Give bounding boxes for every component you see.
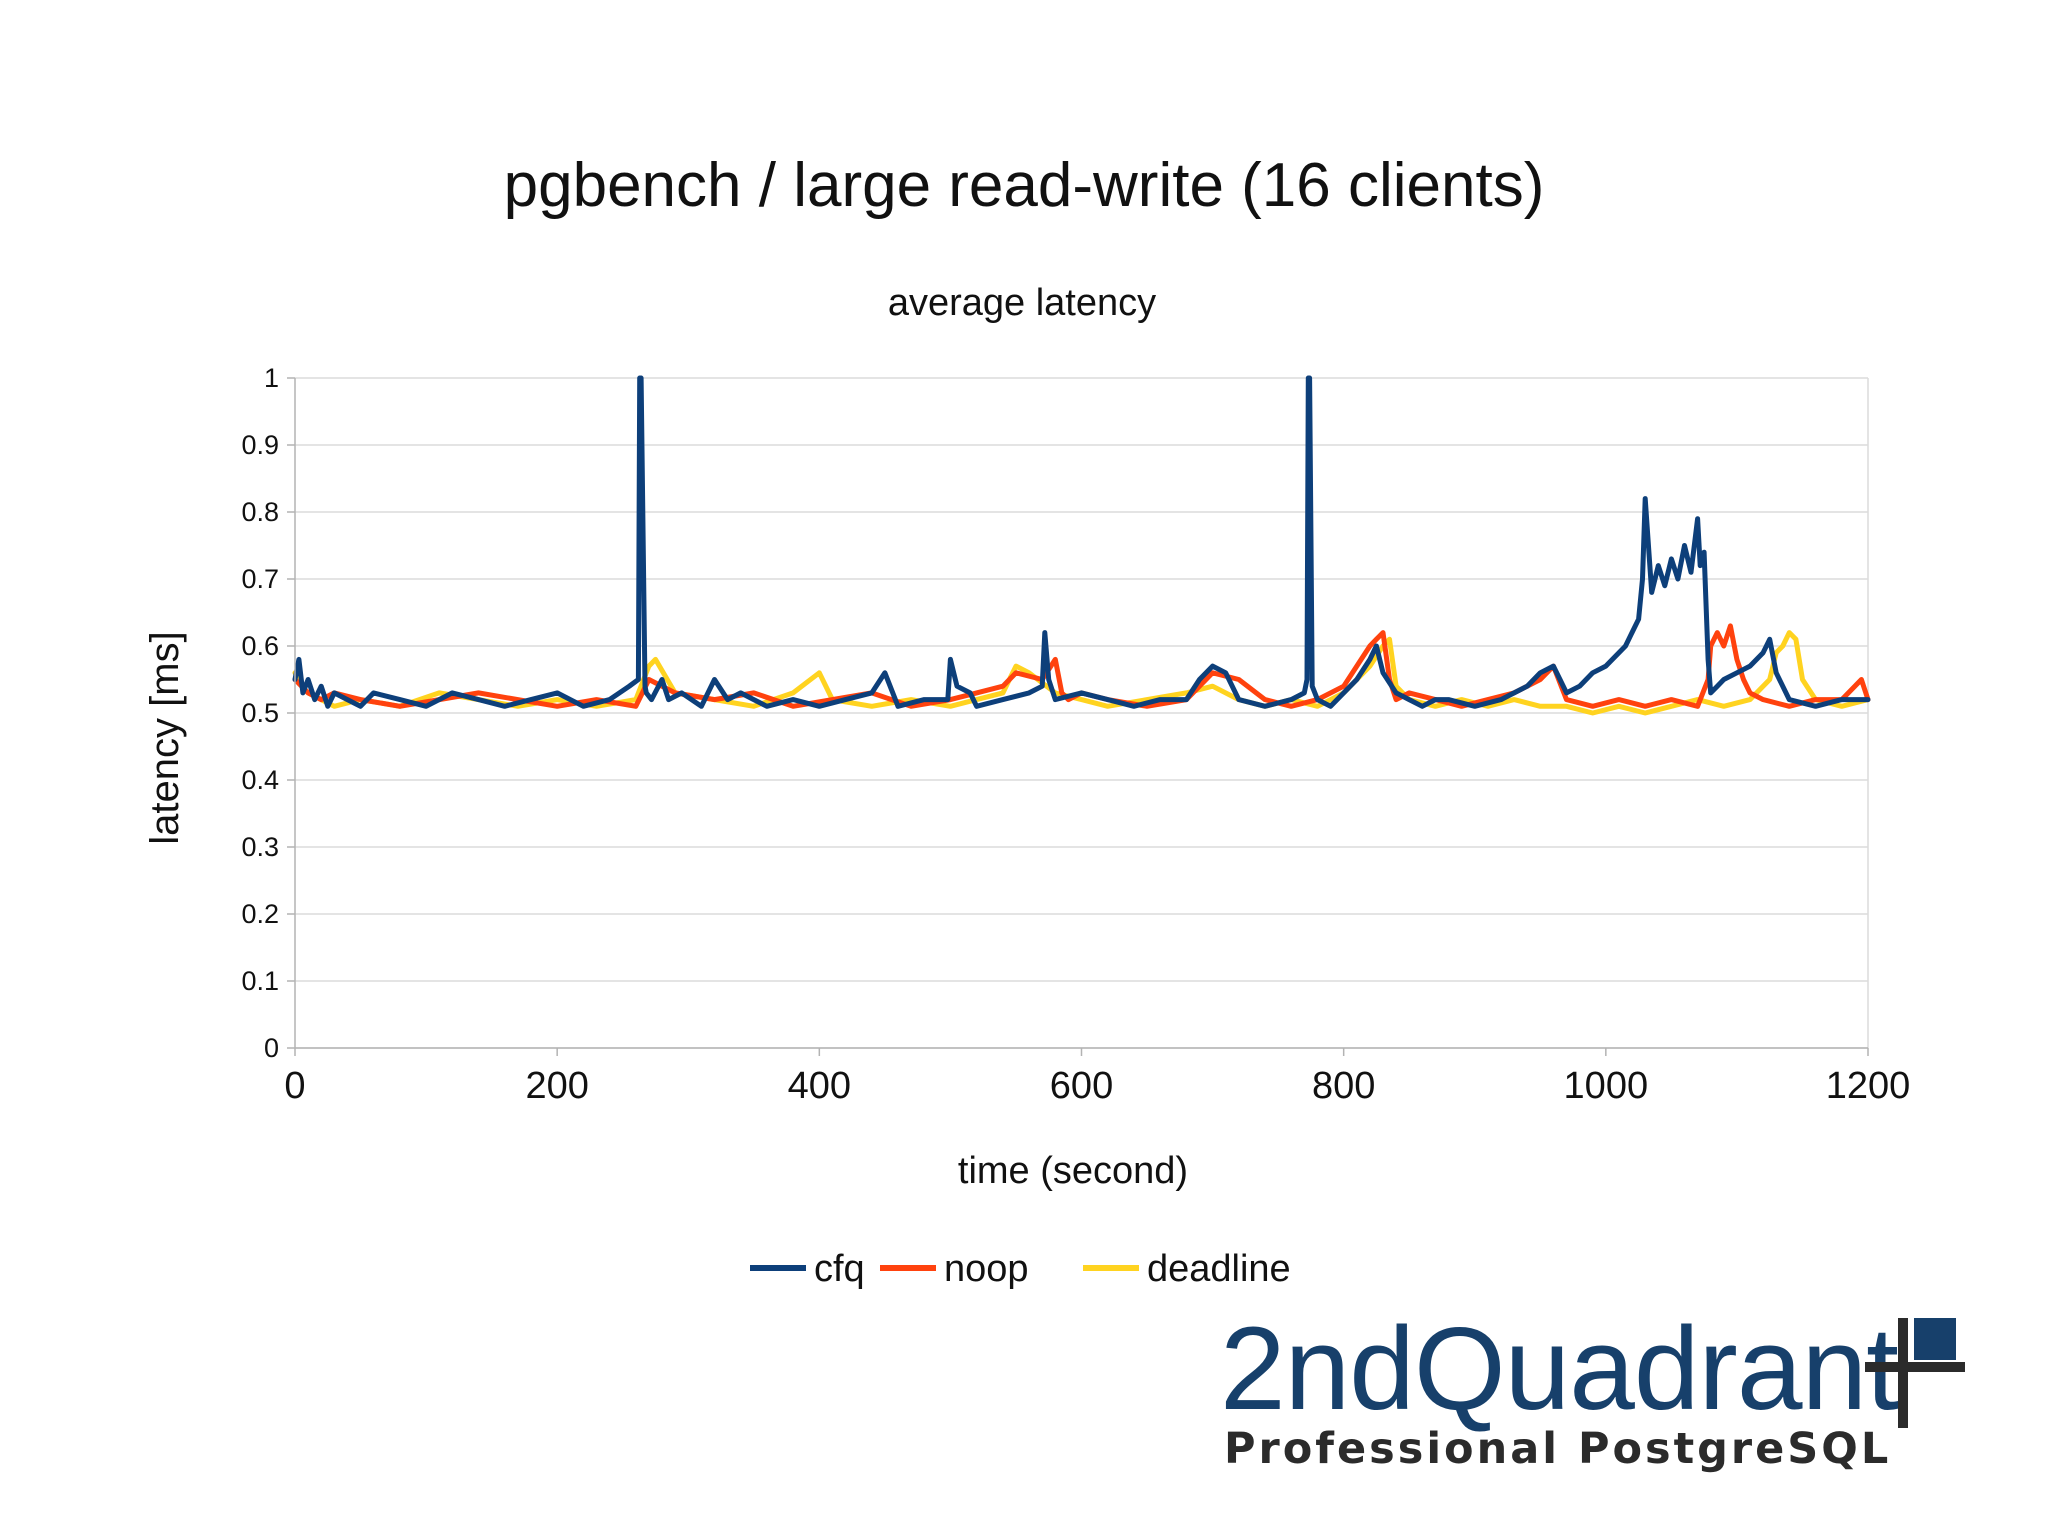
x-tick-label: 200 [525, 1065, 588, 1107]
x-tick-label: 600 [1050, 1065, 1113, 1107]
y-tick-label: 0.5 [241, 698, 279, 728]
x-tick-label: 400 [788, 1065, 851, 1107]
x-tick-label: 800 [1312, 1065, 1375, 1107]
chart-subtitle: average latency [888, 282, 1156, 324]
series-layer [292, 375, 1871, 716]
logo-cross-icon [1865, 1318, 1965, 1428]
y-axis-label: latency [ms] [143, 631, 187, 844]
legend: cfq noop deadline [750, 1248, 1291, 1290]
axes: 0 0.1 0.2 0.3 0.4 0.5 0.6 0.7 0.8 0.9 1 0 200 400 600 8… [241, 363, 1910, 1107]
y-tick-label: 1 [264, 363, 279, 393]
gridlines [295, 377, 1869, 1049]
logo-wordmark: 2ndQuadrant [1220, 1303, 1899, 1435]
y-tick-label: 0.7 [241, 564, 279, 594]
y-tick-label: 0.2 [241, 899, 279, 929]
series-line-cfq [292, 375, 1871, 709]
y-tick-label: 0.9 [241, 430, 279, 460]
chart-title: pgbench / large read-write (16 clients) [503, 151, 1545, 220]
legend-label-cfq: cfq [814, 1248, 865, 1290]
legend-label-noop: noop [944, 1248, 1029, 1290]
x-tick-label: 1200 [1826, 1065, 1911, 1107]
x-axis-label: time (second) [958, 1150, 1188, 1192]
y-tick-label: 0.6 [241, 631, 279, 661]
company-logo: 2ndQuadrant Professional PostgreSQL [1220, 1310, 2020, 1490]
y-tick-label: 0 [264, 1033, 279, 1063]
x-tick-label: 0 [284, 1065, 305, 1107]
legend-label-deadline: deadline [1147, 1248, 1291, 1290]
y-tick-label: 0.8 [241, 497, 279, 527]
x-tick-label: 1000 [1564, 1065, 1649, 1107]
y-tick-label: 0.4 [241, 765, 279, 795]
y-tick-label: 0.1 [241, 966, 279, 996]
logo-tagline: Professional PostgreSQL [1224, 1424, 1892, 1474]
y-tick-label: 0.3 [241, 832, 279, 862]
